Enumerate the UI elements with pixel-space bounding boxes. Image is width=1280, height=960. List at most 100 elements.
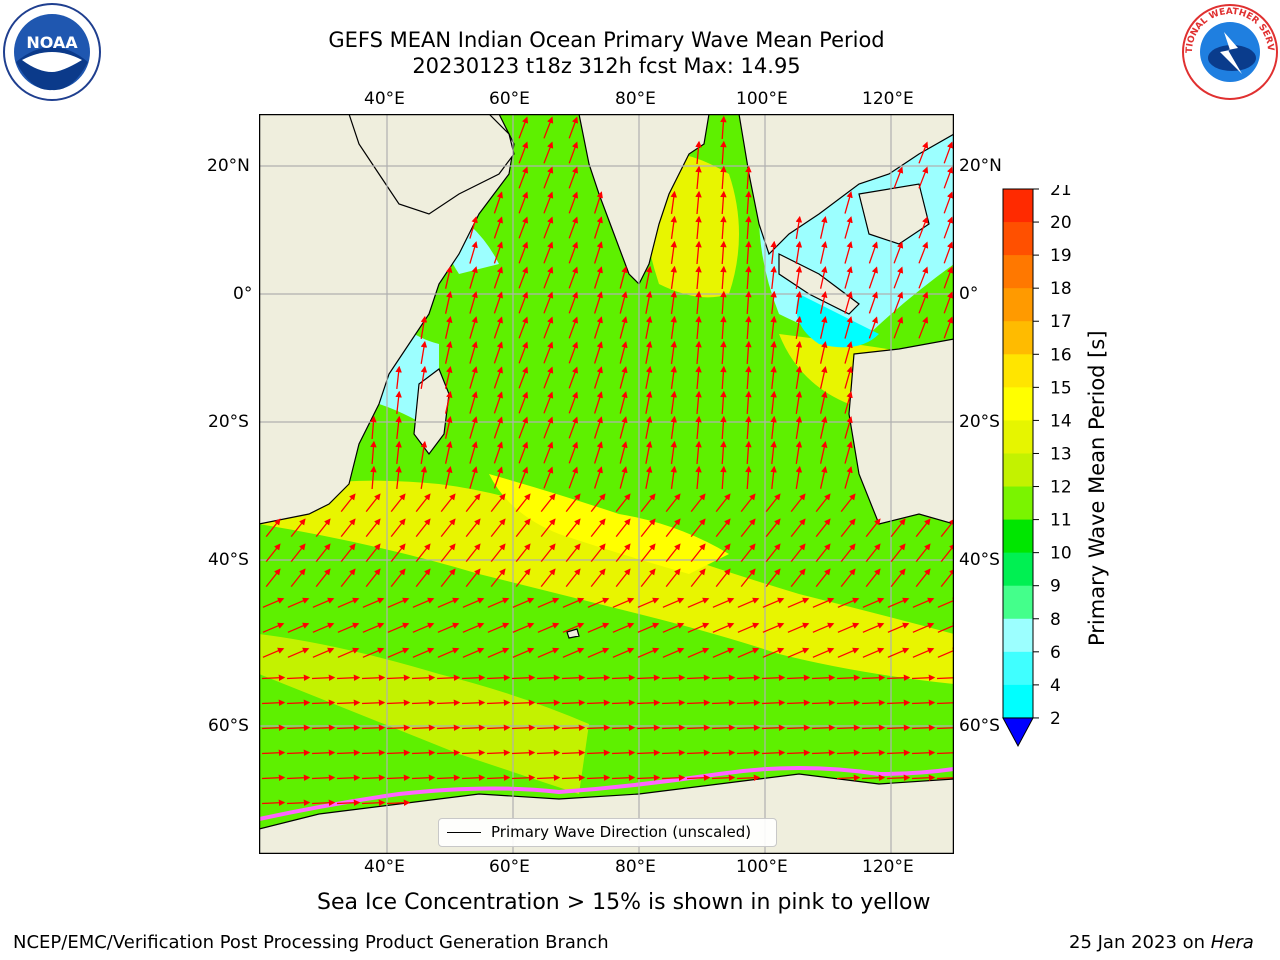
colorbar-tick-label: 10 (1050, 544, 1072, 564)
wave-direction-arrow (890, 568, 906, 588)
wave-direction-arrow (486, 724, 511, 731)
wave-direction-arrow (586, 699, 611, 706)
wave-direction-arrow (736, 774, 761, 781)
wave-direction-arrow (590, 568, 606, 588)
land-madagascar (413, 368, 450, 455)
wave-direction-arrow (887, 622, 910, 633)
wave-direction-arrow (837, 597, 860, 608)
wave-direction-arrow (311, 799, 336, 806)
lat-tick-right-0: 0° (959, 284, 979, 304)
wave-direction-arrow (593, 341, 603, 364)
wave-direction-arrow (770, 465, 777, 489)
wave-direction-arrow (286, 774, 311, 781)
colorbar-label: Primary Wave Mean Period [s] (1085, 330, 1109, 646)
wave-direction-arrow (436, 699, 461, 706)
wave-direction-arrow (737, 597, 760, 608)
wave-direction-arrow (518, 241, 529, 264)
wave-direction-arrow (486, 699, 511, 706)
wave-direction-arrow (387, 622, 410, 633)
colorbar-tick-label: 15 (1050, 378, 1072, 398)
wave-direction-arrow (493, 216, 503, 239)
colorbar-tick-label: 14 (1050, 411, 1072, 431)
wave-direction-arrow (286, 799, 311, 806)
wave-direction-arrow (593, 366, 603, 389)
wave-direction-arrow (811, 724, 836, 731)
wave-direction-arrow (543, 416, 554, 439)
wave-direction-arrow (886, 674, 911, 681)
wave-direction-arrow (815, 493, 831, 513)
wave-direction-arrow (461, 774, 486, 781)
wave-direction-arrow (819, 416, 828, 439)
wave-direction-arrow (412, 622, 435, 633)
wave-direction-arrow (862, 597, 885, 608)
wave-direction-arrow (762, 597, 785, 608)
wave-direction-arrow (593, 241, 603, 264)
wave-direction-arrow (444, 316, 453, 339)
wave-direction-arrow (890, 518, 906, 538)
wave-direction-arrow (720, 290, 727, 315)
wave-direction-arrow (465, 543, 481, 563)
wave-direction-arrow (795, 265, 803, 290)
wave-direction-arrow (686, 749, 711, 756)
wave-direction-arrow (740, 493, 756, 513)
colorbar-tick-label: 16 (1050, 345, 1072, 365)
wave-direction-arrow (465, 493, 481, 513)
wave-direction-arrow (611, 674, 636, 681)
colorbar: 21 20 19 18 17 16 15 14 13 12 11 10 9 8 6 4 2 (1002, 185, 1072, 747)
wave-direction-arrow (493, 466, 503, 489)
wave-direction-arrow (436, 774, 461, 781)
wave-direction-arrow (811, 674, 836, 681)
wave-direction-arrow (518, 166, 529, 189)
colorbar-tick-label: 17 (1050, 312, 1072, 332)
wave-direction-arrow (386, 674, 411, 681)
wave-direction-arrow (562, 597, 585, 608)
wave-direction-arrow (436, 724, 461, 731)
wave-direction-arrow (887, 597, 910, 608)
wave-direction-arrow (645, 415, 653, 439)
wave-direction-arrow (862, 622, 885, 633)
wave-direction-arrow (745, 415, 752, 440)
wave-direction-arrow (819, 466, 828, 489)
wave-direction-arrow (312, 647, 335, 658)
wave-direction-arrow (518, 441, 529, 464)
wave-direction-arrow (469, 391, 478, 414)
wave-direction-arrow (262, 622, 285, 633)
wave-direction-arrow (340, 493, 356, 513)
wave-direction-arrow (812, 647, 835, 658)
wave-direction-arrow (795, 415, 803, 440)
wave-direction-arrow (844, 216, 853, 239)
wave-direction-arrow (943, 291, 954, 314)
wave-direction-arrow (511, 749, 536, 756)
wave-direction-arrow (787, 622, 810, 633)
wave-direction-arrow (819, 391, 828, 414)
wave-direction-arrow (770, 340, 777, 364)
wave-direction-arrow (812, 622, 835, 633)
wave-direction-arrow (444, 266, 453, 289)
wave-direction-arrow (637, 622, 660, 633)
wave-direction-arrow (720, 165, 727, 190)
wave-direction-arrow (337, 622, 360, 633)
wave-direction-arrow (493, 291, 503, 314)
wave-direction-arrow (395, 440, 402, 464)
wave-direction-arrow (515, 543, 531, 563)
wave-direction-arrow (593, 391, 603, 414)
wave-direction-arrow (561, 699, 586, 706)
wave-direction-arrow (637, 597, 660, 608)
colorbar-tick-label: 21 (1050, 185, 1072, 200)
wave-direction-arrow (819, 216, 828, 239)
wave-direction-arrow (568, 441, 579, 464)
wave-direction-arrow (469, 341, 478, 364)
wave-direction-arrow (695, 365, 702, 390)
land-borneo (858, 183, 930, 245)
wave-direction-arrow (536, 699, 561, 706)
wave-direction-arrow (370, 415, 377, 440)
wave-direction-arrow (587, 647, 610, 658)
svg-text:NOAA: NOAA (26, 33, 78, 52)
wave-direction-arrow (687, 622, 710, 633)
wave-direction-arrow (390, 518, 406, 538)
land-arabia (348, 114, 515, 215)
wave-direction-arrow (861, 724, 886, 731)
wave-direction-arrow (745, 315, 752, 340)
lon-tick-top-60e: 60°E (489, 89, 530, 109)
wave-direction-arrow (840, 543, 856, 563)
